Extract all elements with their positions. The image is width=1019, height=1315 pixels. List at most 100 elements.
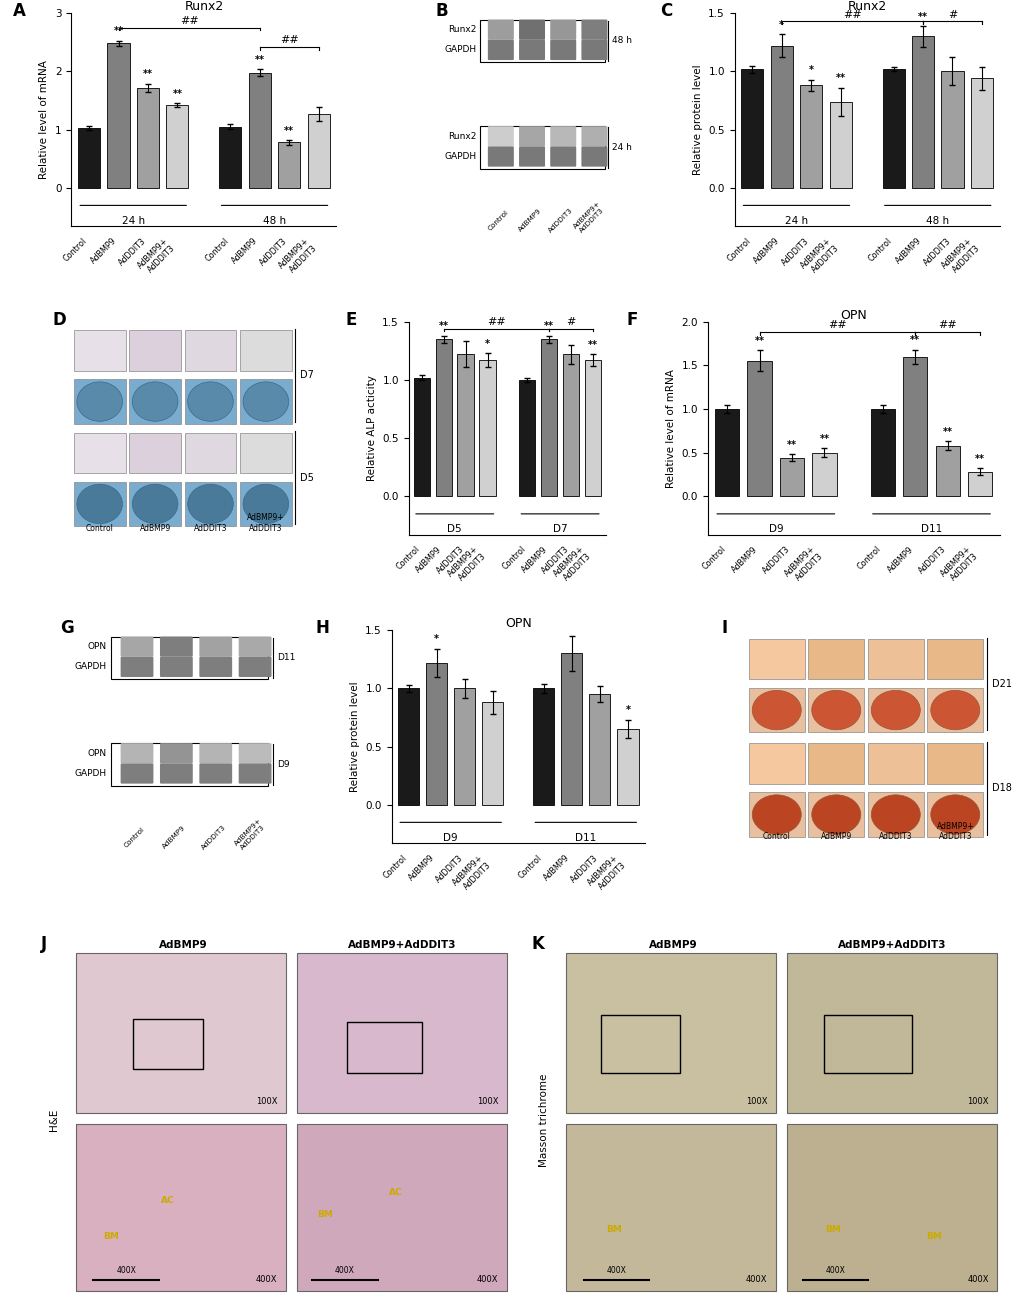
Text: D9: D9	[277, 760, 289, 769]
Bar	[780, 458, 803, 496]
Ellipse shape	[187, 484, 233, 523]
Bar	[278, 142, 300, 188]
Text: AdBMP9+
AdDDIT3: AdBMP9+ AdDDIT3	[233, 817, 268, 852]
FancyBboxPatch shape	[487, 146, 514, 167]
Text: AdBMP9: AdBMP9	[159, 940, 207, 951]
Y-axis label: Relative protein level: Relative protein level	[692, 64, 702, 175]
Text: AdDDIT3: AdDDIT3	[194, 523, 227, 533]
Bar	[73, 379, 125, 423]
Text: 400X: 400X	[745, 1274, 766, 1283]
FancyBboxPatch shape	[160, 636, 193, 656]
Y-axis label: Relative level of mRNA: Relative level of mRNA	[40, 60, 50, 179]
Text: E: E	[345, 310, 357, 329]
Text: *: *	[434, 634, 439, 644]
Bar	[239, 481, 291, 526]
Text: Control: Control	[86, 523, 113, 533]
Text: Runx2: Runx2	[447, 25, 476, 34]
Text: 24 h: 24 h	[785, 216, 807, 226]
Ellipse shape	[76, 381, 122, 421]
FancyBboxPatch shape	[581, 39, 606, 60]
Text: 100X: 100X	[745, 1097, 766, 1106]
Ellipse shape	[811, 690, 860, 730]
Title: OPN: OPN	[840, 309, 866, 322]
Bar	[770, 46, 792, 188]
Ellipse shape	[76, 484, 122, 523]
Bar	[239, 433, 291, 473]
Bar	[435, 339, 451, 496]
FancyBboxPatch shape	[120, 743, 153, 764]
FancyBboxPatch shape	[238, 636, 271, 656]
Text: D11: D11	[575, 832, 596, 843]
Ellipse shape	[132, 484, 177, 523]
Bar	[748, 792, 804, 836]
Y-axis label: Relative protein level: Relative protein level	[350, 681, 360, 792]
Text: AdBMP9+
AdDDIT3: AdBMP9+ AdDDIT3	[247, 513, 284, 533]
Bar	[934, 446, 959, 496]
Title: OPN: OPN	[504, 617, 531, 630]
Text: Masson trichrome: Masson trichrome	[539, 1073, 548, 1166]
Bar	[747, 360, 771, 496]
Text: 48 h: 48 h	[611, 37, 631, 45]
Bar	[297, 1124, 506, 1291]
Text: 48 h: 48 h	[263, 216, 285, 226]
Bar	[184, 433, 236, 473]
Text: OPN: OPN	[88, 748, 106, 757]
Bar	[453, 688, 475, 805]
Bar	[129, 379, 180, 423]
Bar	[132, 1019, 203, 1069]
Text: **: **	[942, 427, 952, 437]
FancyBboxPatch shape	[581, 20, 606, 39]
Text: A: A	[13, 3, 25, 21]
Bar	[808, 743, 863, 784]
Bar	[881, 70, 904, 188]
FancyBboxPatch shape	[160, 743, 193, 764]
Text: AdDDIT3: AdDDIT3	[200, 823, 227, 851]
Title: Runx2: Runx2	[847, 0, 886, 13]
FancyBboxPatch shape	[549, 20, 576, 39]
Text: **: **	[543, 321, 553, 331]
FancyBboxPatch shape	[120, 656, 153, 677]
Text: AdBMP9+
AdDDIT3: AdBMP9+ AdDDIT3	[572, 200, 606, 235]
Text: **: **	[835, 74, 845, 83]
Bar	[249, 72, 271, 188]
Text: *: *	[485, 339, 490, 348]
Text: ##: ##	[937, 321, 956, 330]
FancyBboxPatch shape	[111, 743, 268, 786]
Bar	[867, 743, 923, 784]
Text: OPN: OPN	[88, 642, 106, 651]
Bar	[870, 409, 894, 496]
Bar	[600, 1015, 680, 1073]
Bar	[823, 1015, 911, 1073]
Text: 100X: 100X	[256, 1097, 277, 1106]
FancyBboxPatch shape	[238, 764, 271, 784]
Bar	[616, 729, 638, 805]
Bar	[811, 452, 836, 496]
FancyBboxPatch shape	[480, 126, 604, 168]
FancyBboxPatch shape	[487, 39, 514, 60]
Text: ##: ##	[842, 9, 861, 20]
Bar	[73, 330, 125, 371]
FancyBboxPatch shape	[519, 39, 544, 60]
Text: GAPDH: GAPDH	[74, 769, 106, 778]
FancyBboxPatch shape	[160, 764, 193, 784]
Text: AdDDIT3: AdDDIT3	[547, 206, 574, 233]
Text: 400X: 400X	[476, 1274, 498, 1283]
Bar	[166, 105, 189, 188]
Text: AC: AC	[161, 1195, 174, 1205]
Bar	[566, 953, 775, 1112]
Bar	[748, 639, 804, 679]
Text: D9: D9	[443, 832, 458, 843]
FancyBboxPatch shape	[238, 743, 271, 764]
Text: ##: ##	[827, 321, 846, 330]
Bar	[926, 688, 982, 732]
Text: 400X: 400X	[824, 1265, 845, 1274]
Ellipse shape	[243, 484, 288, 523]
FancyBboxPatch shape	[519, 20, 544, 39]
FancyBboxPatch shape	[581, 146, 606, 167]
Bar	[239, 330, 291, 371]
Bar	[219, 126, 242, 188]
Bar	[748, 743, 804, 784]
FancyBboxPatch shape	[199, 764, 232, 784]
Bar	[926, 792, 982, 836]
Bar	[346, 1022, 421, 1073]
